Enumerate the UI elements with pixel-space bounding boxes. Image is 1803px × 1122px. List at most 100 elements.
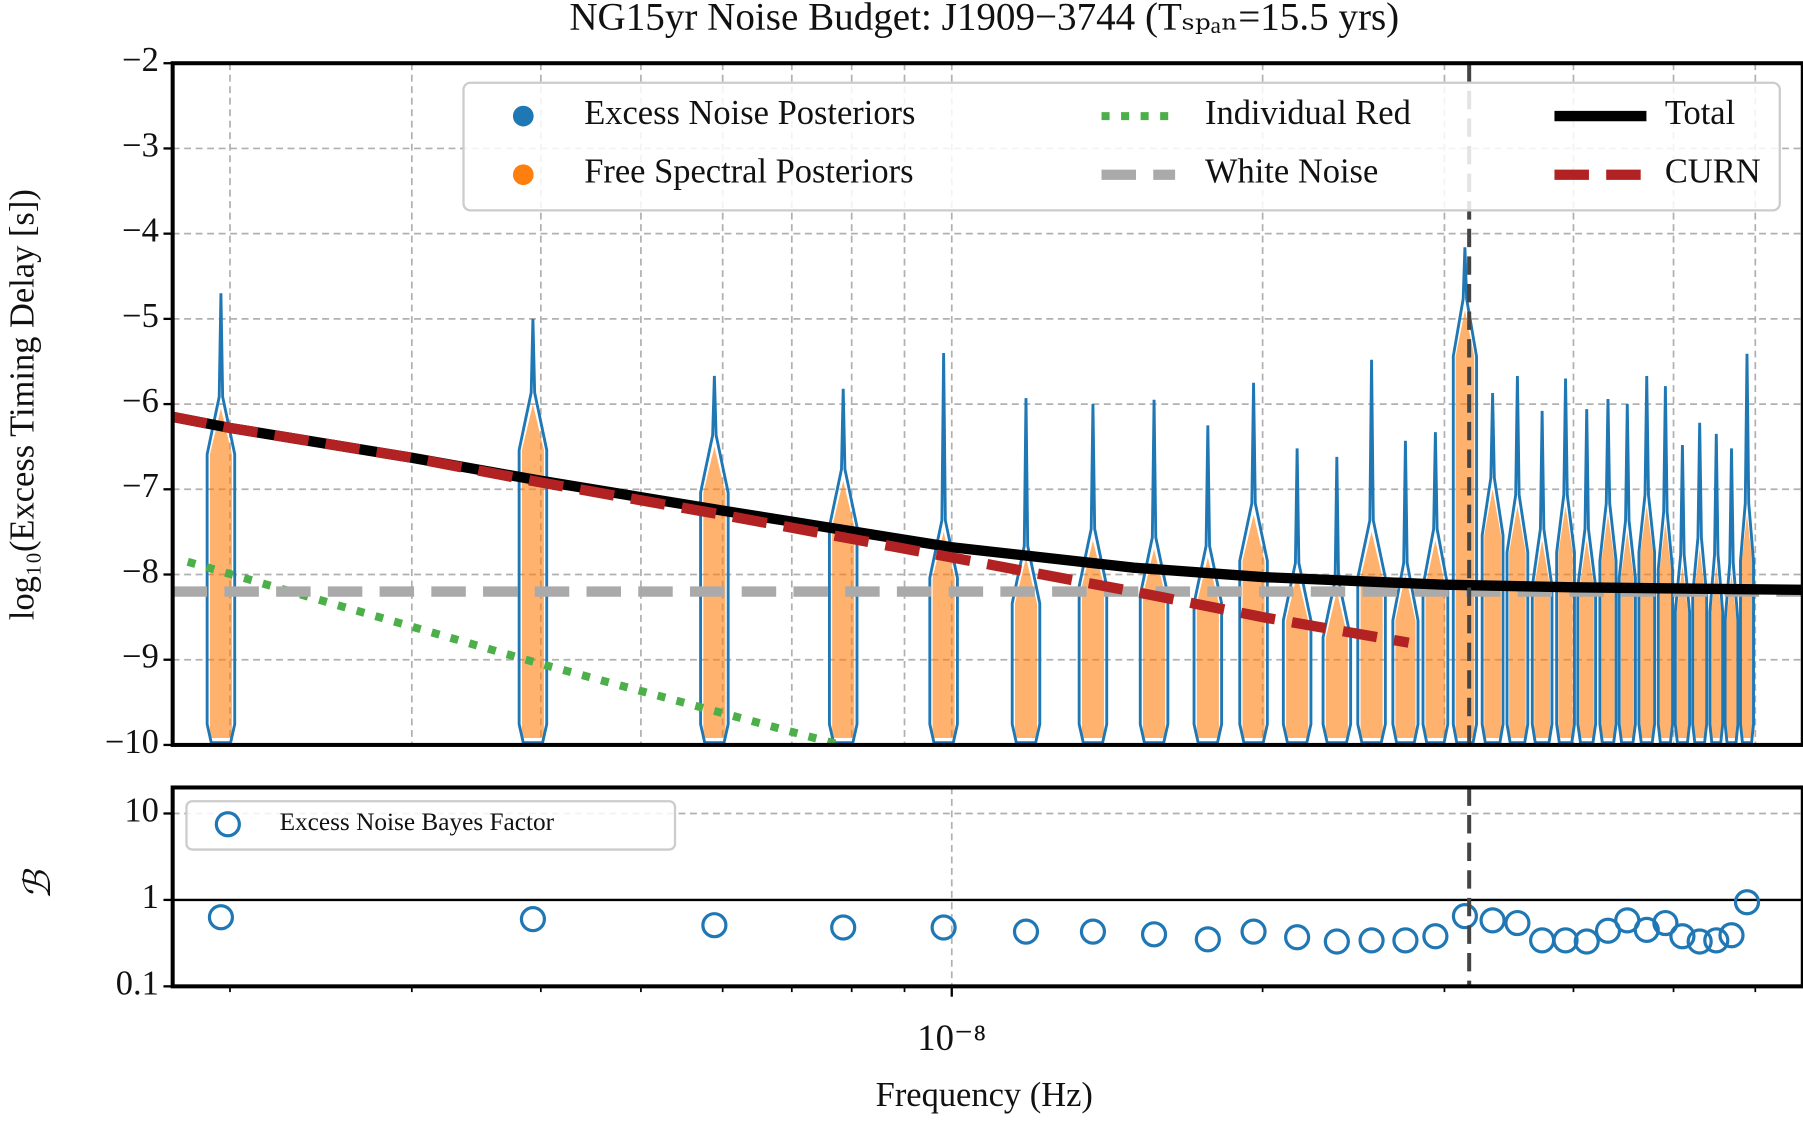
y-tick-label: −7 [122, 467, 159, 505]
y-tick-label: 1 [142, 878, 159, 916]
bayes-factor-point [1240, 918, 1267, 945]
y-tick-label: 0.1 [116, 964, 159, 1002]
free-spectral-violin [1579, 540, 1594, 739]
line-dashed [172, 411, 1410, 648]
bayes-factor-point [1358, 927, 1385, 954]
free-spectral-violin [1659, 523, 1672, 739]
free-spectral-violin [1014, 557, 1038, 739]
free-spectral-violin [1143, 548, 1166, 739]
legend-marker [512, 105, 534, 127]
x-tick-label: 10⁻⁸ [917, 1017, 986, 1058]
bayes-factor-point [1504, 909, 1531, 937]
free-spectral-violin [1425, 540, 1446, 739]
bayes-factor-point [1686, 928, 1713, 955]
y-tick-label: −3 [122, 126, 159, 164]
free-spectral-violin [1286, 574, 1309, 739]
bayes-factor-point [1718, 922, 1745, 949]
bayes-factor-point [1573, 928, 1600, 955]
plot-area [172, 63, 1803, 745]
plot-area [172, 787, 1803, 987]
excess-noise-violin [1480, 392, 1505, 745]
free-spectral-violin [1601, 514, 1615, 739]
bayes-factor-point [830, 914, 857, 941]
legend-label: CURN [1665, 153, 1761, 191]
free-spectral-violin [1395, 574, 1416, 739]
excess-noise-violin [1691, 422, 1709, 745]
legend-marker [214, 811, 241, 838]
y-axis-label: ℬ [17, 868, 58, 900]
excess-noise-violin [1673, 444, 1692, 745]
free-spectral-violin [1711, 565, 1722, 739]
excess-noise-violin [1656, 386, 1674, 745]
free-spectral-violin [1676, 565, 1689, 739]
free-spectral-violin [1640, 506, 1654, 739]
free-spectral-violin [1509, 506, 1526, 739]
excess-noise-violin [1421, 432, 1450, 745]
y-tick-label: −8 [122, 552, 159, 590]
excess-noise-violin [1321, 456, 1353, 745]
chart-title: NG15yr Noise Budget: J1909−3744 (Tₛₚₐₙ=1… [569, 0, 1399, 39]
bayes-factor-point [1140, 921, 1168, 948]
bayes-factor-point [1529, 927, 1556, 954]
free-spectral-violin [521, 404, 544, 739]
excess-noise-violin [1708, 433, 1725, 745]
free-spectral-violin [1741, 514, 1753, 739]
legend-marker [512, 164, 534, 186]
excess-noise-violin [1555, 378, 1576, 745]
free-spectral-violin [209, 408, 232, 739]
legend-box [462, 81, 1781, 212]
free-spectral-violin [1726, 574, 1737, 739]
excess-noise-violin [1505, 375, 1530, 745]
excess-noise-violin [1617, 404, 1637, 745]
bayes-factor-point [1451, 902, 1479, 930]
bayes-factor-point [1422, 923, 1449, 950]
bayes-factor-point [519, 905, 547, 933]
y-tick-label: 10 [124, 791, 158, 829]
y-tick-label: −2 [122, 41, 159, 79]
free-spectral-violin [1455, 310, 1475, 739]
free-spectral-violin [1620, 531, 1634, 739]
legend-box [185, 800, 677, 851]
bayes-factor-point [1652, 909, 1679, 937]
bayes-factor-point [1284, 924, 1311, 951]
excess-noise-violin [1238, 382, 1269, 745]
legend-label: Excess Noise Bayes Factor [280, 808, 555, 836]
bayes-factor-point [1669, 923, 1696, 950]
bayes-factor-point [1703, 927, 1730, 954]
y-tick-label: −5 [122, 297, 159, 335]
legend-label: White Noise [1205, 153, 1378, 191]
free-spectral-violin [1484, 489, 1501, 739]
bayes-factor-point [1552, 927, 1579, 954]
excess-noise-violin [1598, 398, 1618, 745]
y-tick-label: −9 [122, 638, 159, 676]
bayes-factor-point [1392, 927, 1419, 954]
excess-noise-violin [699, 375, 730, 745]
legend-label: Individual Red [1205, 94, 1411, 132]
excess-noise-violin [827, 388, 859, 745]
bayes-factor-point [930, 914, 957, 941]
x-axis-label: Frequency (Hz) [876, 1076, 1093, 1114]
y-tick-label: −4 [122, 212, 159, 250]
excess-noise-violin [1451, 247, 1478, 745]
excess-noise-violin [1530, 410, 1554, 745]
bayes-factor-point [1479, 907, 1506, 934]
y-tick-label: −10 [105, 723, 159, 761]
excess-noise-violin [517, 318, 549, 745]
bayes-factor-point [1079, 918, 1107, 945]
bayes-factor-point [1733, 889, 1761, 916]
free-spectral-violin [1196, 557, 1219, 739]
panel: −10 −9 −8 −7 −6 −5 −4 −3 −2 Excess Noise Posterio… [105, 41, 1803, 761]
excess-noise-violin [1356, 359, 1387, 745]
y-axis-label: log₁₀(Excess Timing Delay [s]) [3, 189, 41, 620]
bayes-factor-point [207, 904, 235, 931]
legend-label: Free Spectral Posteriors [584, 153, 913, 191]
legend-label: Excess Noise Posteriors [584, 94, 915, 132]
excess-noise-violin [1391, 440, 1420, 745]
free-spectral-violin [1242, 514, 1265, 739]
free-spectral-violin [832, 480, 855, 739]
free-spectral-violin [1081, 540, 1104, 739]
panel: 0.1 1 10 10⁻⁸ Excess Noise Bayes Factor [116, 785, 1803, 1058]
excess-noise-violin [1637, 375, 1657, 745]
